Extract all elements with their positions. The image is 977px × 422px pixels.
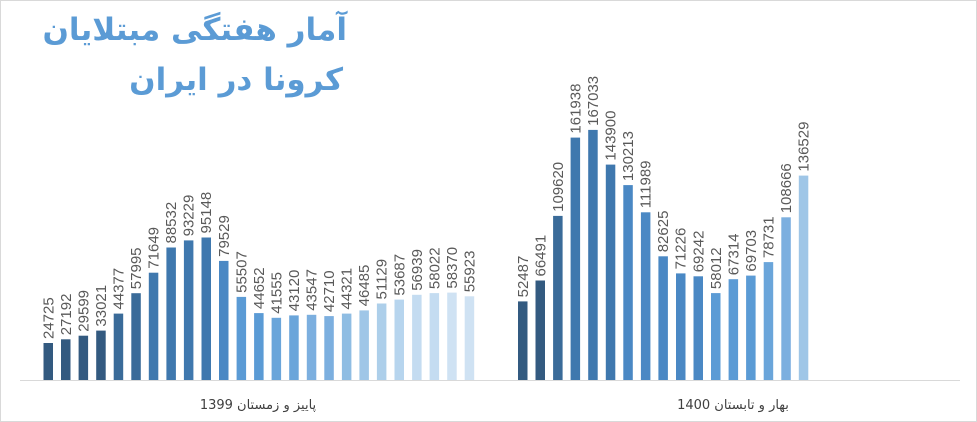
category-label: پاییز و زمستان 1399 bbox=[200, 398, 317, 413]
data-label: 29599 bbox=[75, 290, 92, 332]
chart-title-line-2: کرونا در ایران bbox=[129, 62, 343, 98]
data-label: 57995 bbox=[128, 247, 145, 289]
bar bbox=[570, 137, 581, 380]
data-label: 88532 bbox=[163, 202, 180, 244]
bar bbox=[96, 330, 106, 380]
data-label: 44652 bbox=[251, 267, 268, 309]
bar bbox=[236, 296, 247, 380]
bar bbox=[711, 293, 721, 380]
chart-title-line-1: آمار هفتگی مبتلایان bbox=[42, 12, 347, 48]
bar bbox=[61, 339, 71, 380]
data-label: 44377 bbox=[111, 268, 128, 310]
data-label: 93229 bbox=[181, 195, 198, 237]
bar bbox=[728, 279, 739, 380]
bar bbox=[131, 293, 141, 380]
bar bbox=[623, 185, 633, 380]
data-label: 109620 bbox=[550, 162, 567, 212]
data-label: 24725 bbox=[40, 297, 57, 339]
bar bbox=[78, 335, 89, 380]
data-label: 52487 bbox=[515, 256, 532, 298]
bar bbox=[429, 293, 440, 380]
bar bbox=[746, 275, 756, 380]
bar bbox=[376, 303, 387, 380]
data-label: 58022 bbox=[426, 247, 443, 289]
data-label: 43120 bbox=[286, 270, 303, 312]
data-label: 43547 bbox=[304, 269, 321, 311]
data-label: 42710 bbox=[321, 270, 338, 312]
bar bbox=[605, 164, 616, 380]
bar bbox=[798, 175, 809, 380]
bar bbox=[113, 313, 124, 380]
bar bbox=[412, 294, 422, 380]
data-label: 111989 bbox=[638, 160, 655, 208]
data-label: 95148 bbox=[198, 192, 215, 234]
data-label: 136529 bbox=[796, 122, 813, 172]
bar bbox=[693, 276, 703, 380]
bar bbox=[447, 292, 457, 380]
bar bbox=[341, 313, 352, 380]
data-label: 167033 bbox=[585, 76, 602, 126]
bar bbox=[394, 299, 404, 380]
data-label: 41555 bbox=[268, 272, 285, 314]
data-label: 55923 bbox=[462, 251, 479, 293]
data-label: 67314 bbox=[725, 233, 742, 275]
data-label: 69703 bbox=[743, 230, 760, 272]
data-label: 161938 bbox=[567, 84, 584, 134]
data-label: 27192 bbox=[58, 294, 75, 336]
bar bbox=[271, 317, 282, 380]
data-label: 56939 bbox=[409, 249, 426, 291]
bar bbox=[306, 314, 317, 380]
data-label: 82625 bbox=[655, 211, 672, 253]
data-label: 51129 bbox=[374, 259, 391, 300]
data-label: 71649 bbox=[146, 227, 163, 269]
data-label: 69242 bbox=[690, 231, 707, 273]
bar bbox=[254, 313, 264, 380]
bar bbox=[464, 296, 475, 380]
data-label: 79529 bbox=[216, 215, 233, 257]
bar bbox=[535, 280, 545, 380]
data-label: 66491 bbox=[532, 235, 549, 277]
bar bbox=[588, 129, 598, 380]
bar bbox=[359, 310, 369, 380]
data-label: 130213 bbox=[620, 131, 637, 181]
bar bbox=[676, 273, 686, 380]
bar bbox=[219, 260, 229, 380]
data-label: 108666 bbox=[778, 163, 795, 213]
bar bbox=[43, 343, 53, 380]
data-label: 33021 bbox=[93, 285, 110, 327]
data-label: 78731 bbox=[761, 216, 778, 258]
bar bbox=[658, 256, 668, 380]
data-label: 46485 bbox=[356, 265, 373, 307]
bar bbox=[289, 315, 299, 380]
bar bbox=[324, 316, 334, 380]
category-label: بهار و تابستان 1400 bbox=[677, 398, 789, 413]
data-label: 44321 bbox=[339, 268, 356, 310]
bar bbox=[518, 301, 528, 380]
data-label: 143900 bbox=[603, 111, 620, 161]
data-label: 55507 bbox=[233, 251, 250, 293]
bar bbox=[763, 262, 774, 380]
data-label: 71226 bbox=[673, 228, 690, 270]
bar bbox=[183, 240, 194, 380]
bar bbox=[201, 237, 211, 380]
bar bbox=[781, 217, 791, 380]
bar bbox=[553, 215, 563, 380]
data-label: 58370 bbox=[444, 247, 461, 289]
data-label: 58012 bbox=[708, 247, 725, 289]
data-label: 53687 bbox=[391, 254, 408, 296]
bar bbox=[640, 212, 651, 380]
bar bbox=[166, 247, 176, 380]
bar bbox=[148, 272, 159, 380]
